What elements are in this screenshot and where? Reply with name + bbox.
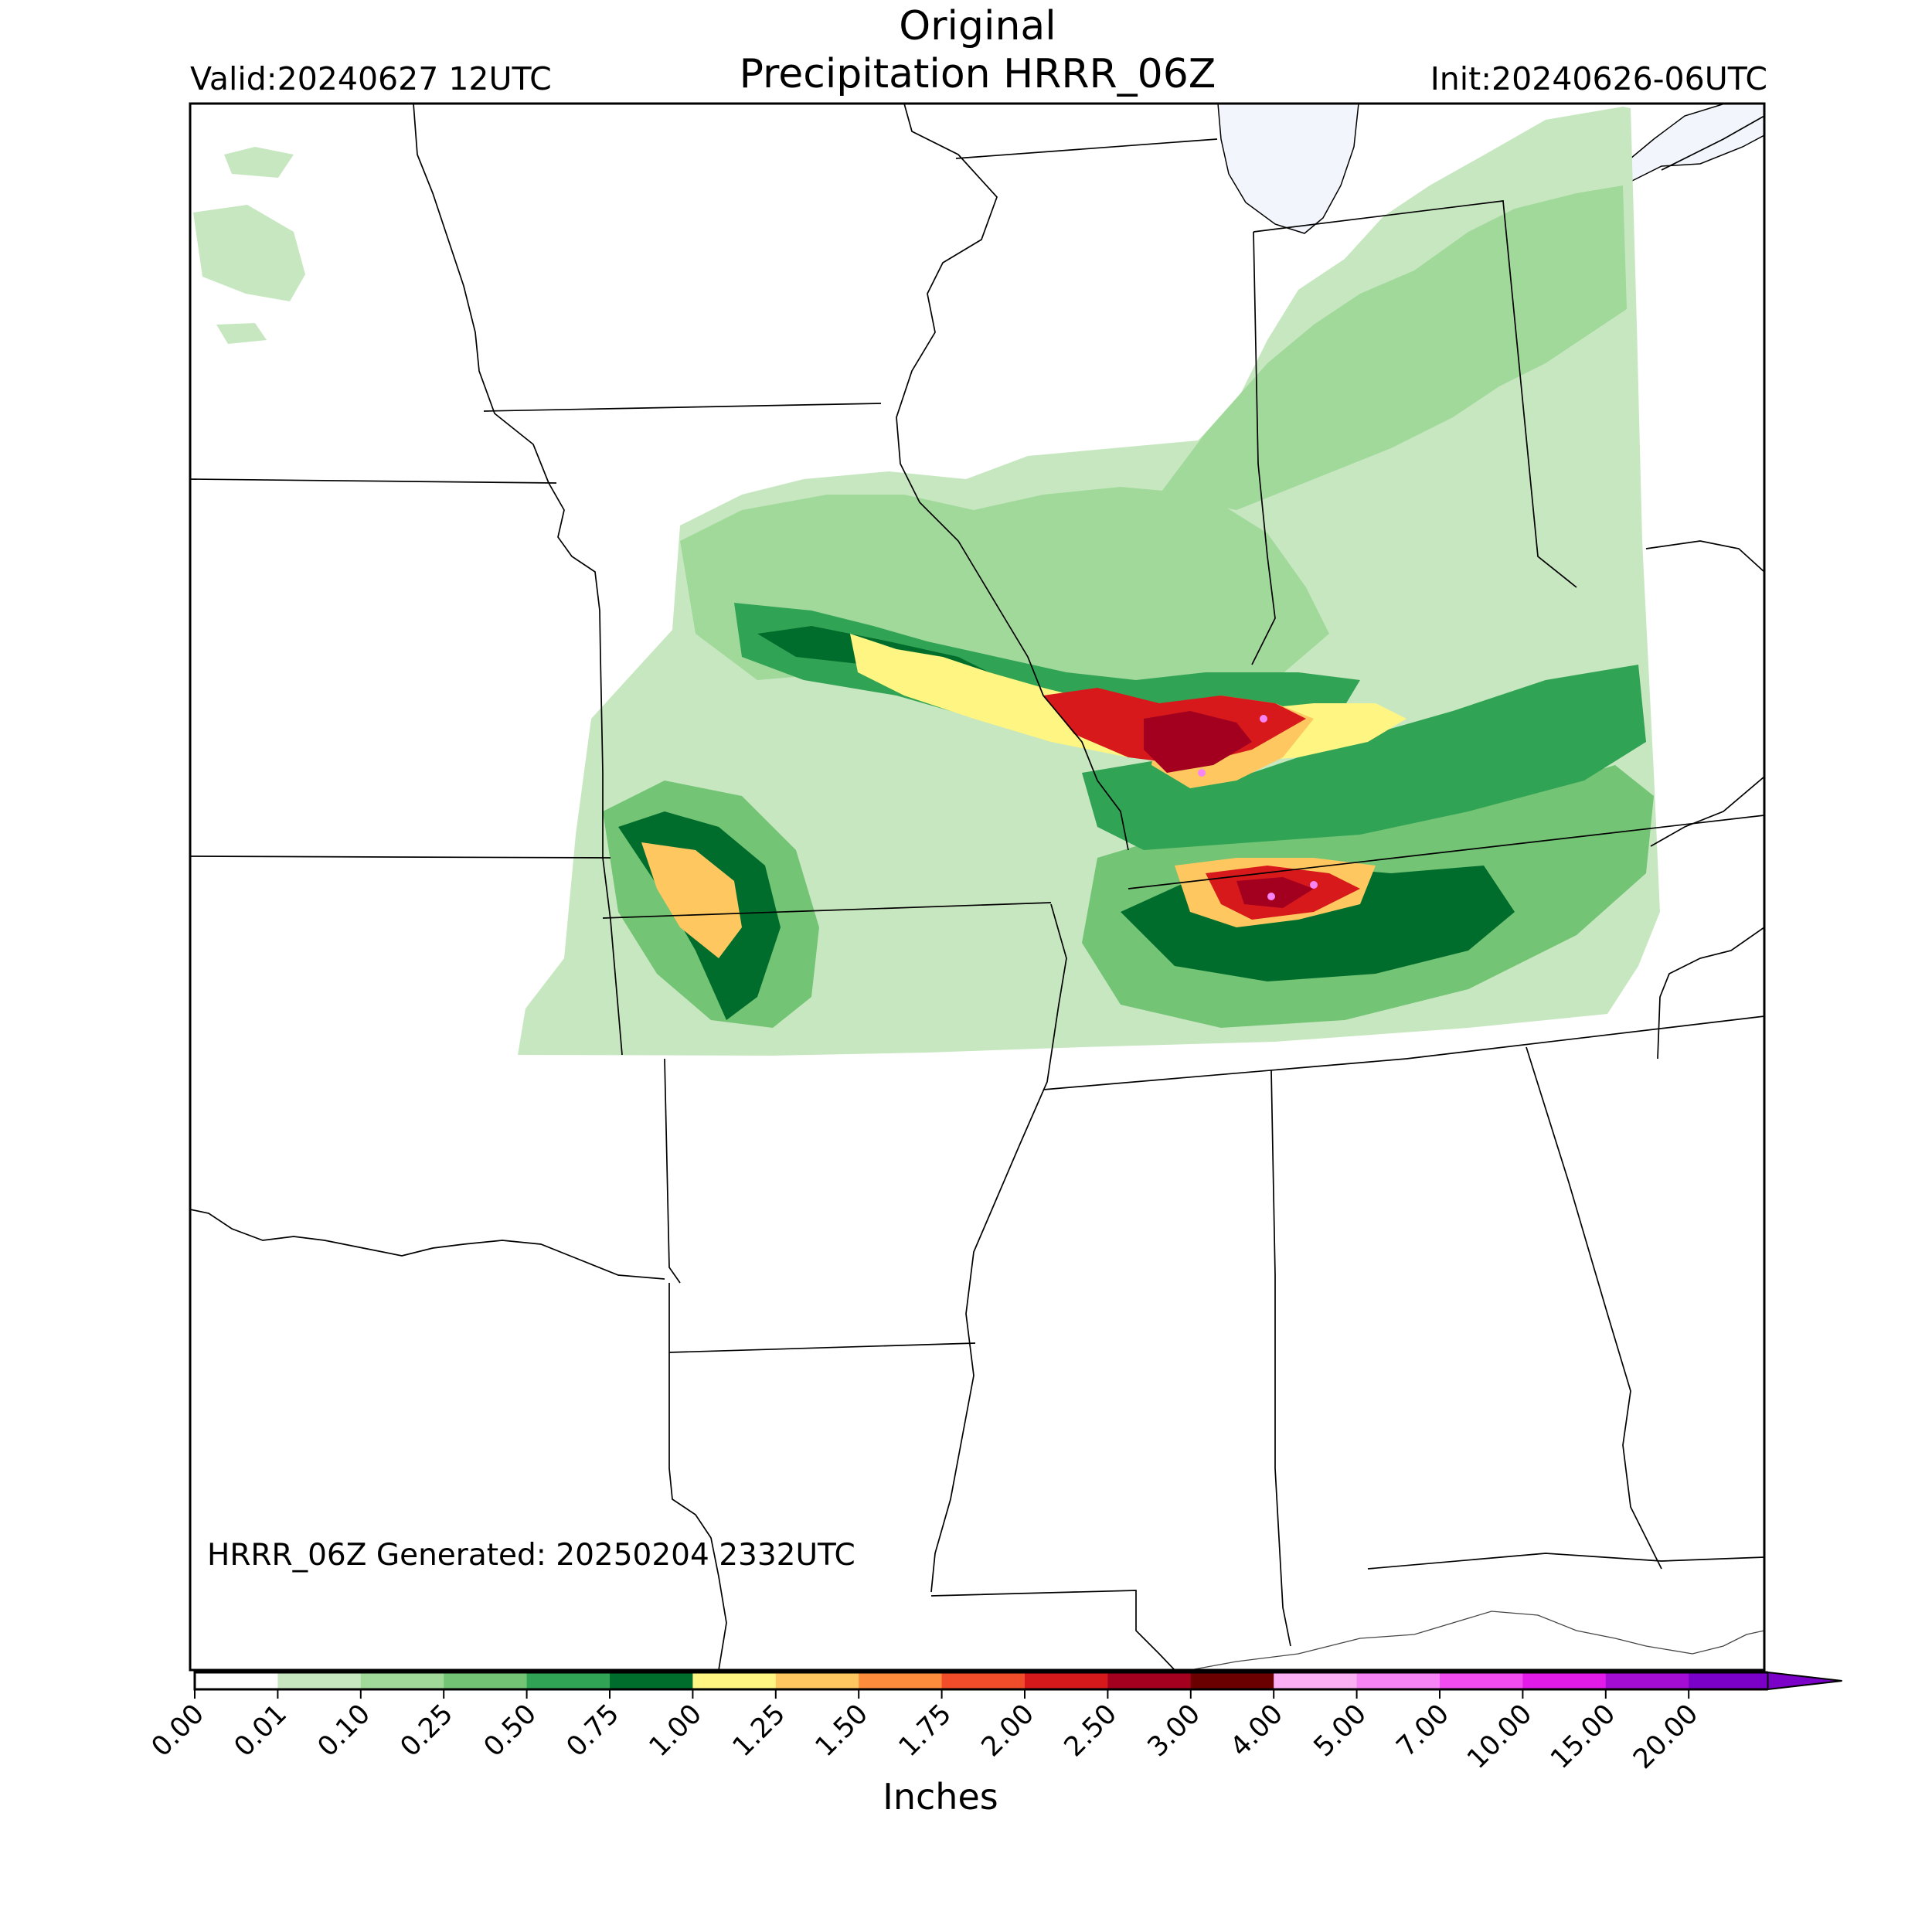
scattered-precip-northwest xyxy=(193,147,305,344)
colorbar-segment-11 xyxy=(1107,1672,1192,1689)
colorbar-segment-2 xyxy=(360,1672,444,1689)
colorbar-segment-10 xyxy=(1025,1672,1108,1689)
colorbar-title: Inches xyxy=(883,1776,998,1818)
precipitation-field xyxy=(518,107,1660,1056)
valid-time-label: Valid:20240627 12UTC xyxy=(190,60,552,97)
generated-timestamp: HRRR_06Z Generated: 20250204 2332UTC xyxy=(207,1538,855,1573)
colorbar-segment-5 xyxy=(610,1672,693,1689)
map-frame xyxy=(189,102,1766,1672)
colorbar-segment-8 xyxy=(859,1672,943,1689)
colorbar-segment-17 xyxy=(1605,1672,1689,1689)
lake-michigan xyxy=(1217,104,1359,234)
state-borders xyxy=(190,104,1764,1670)
colorbar-segment-18 xyxy=(1689,1672,1768,1689)
colorbar-segment-1 xyxy=(277,1672,362,1689)
lake-erie xyxy=(1630,104,1764,183)
init-time-label: Init:20240626-06UTC xyxy=(1430,60,1767,97)
colorbar xyxy=(193,1671,1842,1699)
colorbar-segment-12 xyxy=(1190,1672,1274,1689)
colorbar-segment-7 xyxy=(775,1672,859,1689)
title-line-1: Original xyxy=(899,3,1056,49)
gulf-coastline xyxy=(1189,1611,1764,1670)
colorbar-outline xyxy=(193,1671,1768,1691)
colorbar-segment-13 xyxy=(1274,1672,1358,1689)
colorbar-segment-3 xyxy=(444,1672,528,1689)
colorbar-extend-arrow xyxy=(1767,1671,1842,1691)
colorbar-segment-15 xyxy=(1440,1672,1523,1689)
colorbar-segment-6 xyxy=(692,1672,777,1689)
map-content xyxy=(190,104,1764,1670)
colorbar-segment-0 xyxy=(195,1672,278,1689)
colorbar-segment-4 xyxy=(526,1672,611,1689)
colorbar-segment-14 xyxy=(1356,1672,1440,1689)
title-line-2: Precipitation HRRR_06Z xyxy=(739,51,1216,97)
colorbar-segment-16 xyxy=(1522,1672,1607,1689)
colorbar-segment-9 xyxy=(941,1672,1026,1689)
